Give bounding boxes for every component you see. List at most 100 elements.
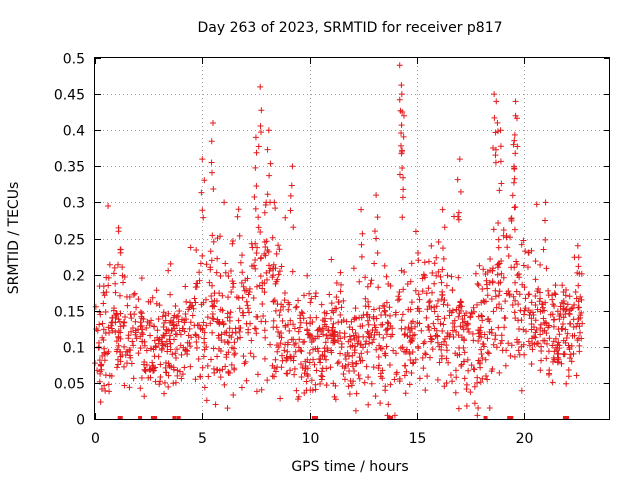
data-point: [463, 310, 470, 317]
data-point: [362, 274, 369, 281]
data-point: [276, 268, 283, 275]
data-point: [341, 376, 348, 383]
data-point: [461, 349, 468, 356]
data-point: [416, 375, 423, 382]
data-point: [306, 350, 313, 357]
data-point: [111, 305, 118, 312]
data-point: [314, 333, 321, 340]
data-point: [381, 303, 388, 310]
gap-marker: [311, 416, 316, 420]
data-point: [409, 360, 416, 367]
data-point: [334, 360, 341, 367]
data-point: [565, 373, 572, 380]
data-point: [338, 281, 345, 288]
data-point: [171, 336, 178, 343]
data-point: [302, 365, 309, 372]
data-point: [475, 338, 482, 345]
data-point: [500, 232, 507, 239]
data-point: [217, 233, 224, 240]
data-point: [365, 298, 372, 305]
data-point: [560, 351, 567, 358]
data-point: [291, 341, 298, 348]
data-point: [409, 332, 416, 339]
data-point: [381, 262, 388, 269]
data-point: [235, 317, 242, 324]
data-point: [412, 228, 419, 235]
data-point: [289, 268, 296, 275]
data-point: [571, 254, 578, 261]
data-point: [98, 385, 105, 392]
data-point: [396, 375, 403, 382]
data-point: [128, 315, 135, 322]
data-point: [138, 275, 145, 282]
data-point: [247, 320, 254, 327]
data-point: [314, 345, 321, 352]
data-point: [186, 299, 193, 306]
data-point: [233, 294, 240, 301]
data-point: [550, 316, 557, 323]
data-point: [433, 272, 440, 279]
data-point: [291, 325, 298, 332]
data-point: [222, 260, 229, 267]
data-point: [300, 292, 307, 299]
data-point: [203, 261, 210, 268]
data-point: [177, 331, 184, 338]
data-point: [125, 335, 132, 342]
data-point: [436, 343, 443, 350]
data-point: [110, 270, 117, 277]
data-point: [537, 325, 544, 332]
data-point: [420, 340, 427, 347]
data-point: [515, 347, 522, 354]
data-point: [284, 348, 291, 355]
data-point: [288, 182, 295, 189]
data-point: [511, 137, 518, 144]
data-point: [254, 283, 261, 290]
data-point: [290, 224, 297, 231]
data-point: [193, 284, 200, 291]
data-point: [449, 378, 456, 385]
data-point: [416, 296, 423, 303]
data-point: [191, 295, 198, 302]
data-point: [264, 377, 271, 384]
gap-marker: [386, 416, 391, 420]
data-point: [433, 303, 440, 310]
data-point: [372, 324, 379, 331]
data-point: [372, 393, 379, 400]
data-point: [211, 303, 218, 310]
data-point: [441, 224, 448, 231]
data-point: [438, 346, 445, 353]
data-point: [563, 334, 570, 341]
data-point: [117, 348, 124, 355]
data-point: [431, 308, 438, 315]
data-point: [566, 355, 573, 362]
data-point: [154, 327, 161, 334]
data-point: [508, 215, 515, 222]
data-point: [261, 327, 268, 334]
y-tick-label: 0.4: [63, 124, 85, 140]
data-point: [471, 383, 478, 390]
data-point: [102, 387, 109, 394]
data-point: [162, 330, 169, 337]
data-point: [370, 306, 377, 313]
data-point: [356, 375, 363, 382]
data-point: [187, 319, 194, 326]
data-point: [511, 204, 518, 211]
data-point: [503, 234, 510, 241]
data-point: [335, 358, 342, 365]
data-point: [308, 377, 315, 384]
data-point: [454, 176, 461, 183]
data-point: [498, 332, 505, 339]
data-point: [159, 313, 166, 320]
data-point: [451, 323, 458, 330]
data-point: [211, 369, 218, 376]
axis-ticks: 0 0.05 0.1 0.15 0.2 0.25 0.3 0.35 0.4 0.45 0.5 0 5 10…: [54, 52, 610, 447]
data-point: [511, 175, 518, 182]
data-point: [399, 311, 406, 318]
data-point: [126, 384, 133, 391]
data-point: [122, 314, 129, 321]
data-point: [421, 272, 428, 279]
data-point: [261, 355, 268, 362]
data-point: [543, 330, 550, 337]
gap-marker: [483, 416, 488, 420]
data-point: [327, 364, 334, 371]
